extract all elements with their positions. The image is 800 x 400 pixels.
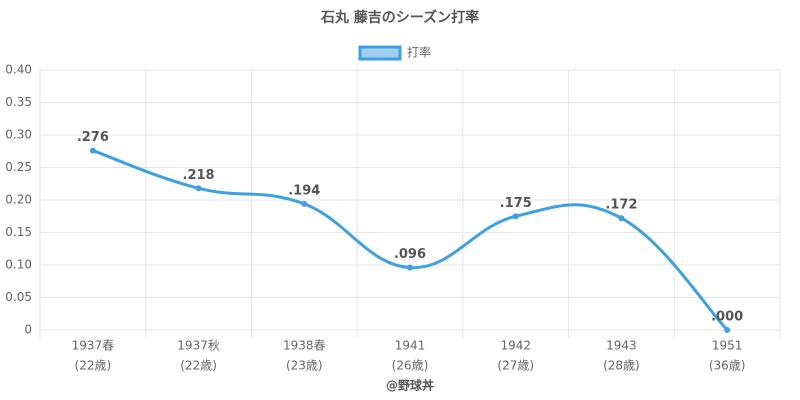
point <box>512 213 519 220</box>
y-tick-label: 0.05 <box>5 290 32 304</box>
y-tick-label: 0.10 <box>5 258 32 272</box>
x-tick-label: (27歳) <box>497 359 534 373</box>
data-label: .218 <box>183 168 215 183</box>
x-tick-label: 1941 <box>395 339 426 353</box>
y-tick-label: 0 <box>24 323 32 337</box>
x-tick-label: 1938春 <box>283 339 326 353</box>
x-tick-label: (22歳) <box>75 359 112 373</box>
x-tick-label: (22歳) <box>180 359 217 373</box>
x-tick-label: 1937秋 <box>177 339 220 353</box>
data-label: .172 <box>605 198 637 213</box>
y-tick-label: 0.15 <box>5 225 32 239</box>
x-tick-label: (23歳) <box>286 359 323 373</box>
point <box>618 215 625 222</box>
point <box>724 327 731 333</box>
y-tick-label: 0.35 <box>5 95 32 109</box>
point <box>407 264 413 271</box>
x-tick-label: (28歳) <box>603 359 640 373</box>
y-tick-label: 0.25 <box>5 160 32 174</box>
x-tick-label: (36歳) <box>709 359 746 373</box>
x-tick-label: 1943 <box>606 339 637 353</box>
data-label: .096 <box>394 247 426 262</box>
credit: @野球丼 <box>386 378 434 393</box>
point <box>195 185 202 192</box>
data-label: .000 <box>711 310 743 325</box>
data-label: .276 <box>77 130 109 145</box>
x-tick-label: 1942 <box>500 339 531 353</box>
y-tick-label: 0.40 <box>5 63 32 77</box>
chart-title: 石丸 藤吉のシーズン打率 <box>320 9 479 26</box>
x-tick-label: 1937春 <box>72 339 115 353</box>
data-label: .175 <box>500 196 532 211</box>
point <box>301 200 308 207</box>
x-tick-label: 1951 <box>712 339 743 353</box>
data-label: .194 <box>288 183 320 198</box>
y-tick-label: 0.20 <box>5 193 32 207</box>
legend-label: 打率 <box>407 45 431 60</box>
point <box>89 147 96 154</box>
x-tick-label: (26歳) <box>392 359 429 373</box>
legend-swatch <box>358 45 402 61</box>
y-tick-label: 0.30 <box>5 128 32 142</box>
